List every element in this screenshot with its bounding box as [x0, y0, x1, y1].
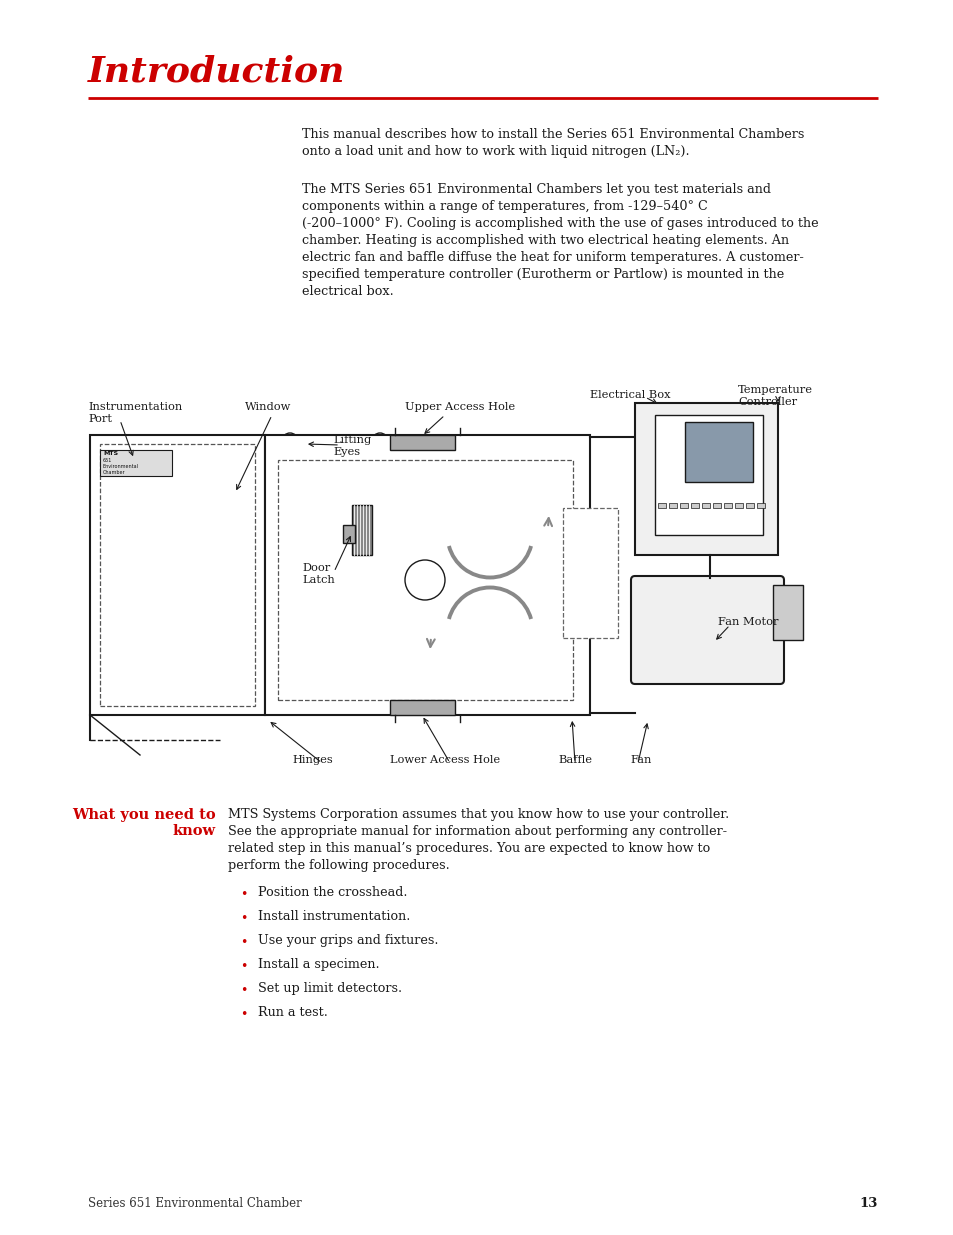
Text: •: •: [240, 936, 247, 948]
Text: MTS: MTS: [103, 451, 118, 456]
Bar: [658, 503, 665, 508]
Text: What you need to: What you need to: [72, 808, 215, 823]
Bar: [635, 403, 778, 555]
Bar: [679, 503, 687, 508]
Text: The MTS Series 651 Environmental Chambers let you test materials and
components : The MTS Series 651 Environmental Chamber…: [302, 183, 818, 298]
Bar: [343, 525, 355, 543]
Text: Fan: Fan: [629, 755, 651, 764]
Text: Instrumentation
Port: Instrumentation Port: [88, 403, 182, 424]
Bar: [772, 585, 802, 640]
Bar: [723, 503, 731, 508]
Bar: [100, 445, 254, 706]
Text: MTS Systems Corporation assumes that you know how to use your controller.
See th: MTS Systems Corporation assumes that you…: [228, 808, 728, 872]
Text: Lifting
Eyes: Lifting Eyes: [333, 435, 371, 457]
Text: Introduction: Introduction: [88, 56, 345, 89]
Bar: [265, 435, 589, 715]
FancyBboxPatch shape: [630, 576, 783, 684]
Text: Temperature
Controller: Temperature Controller: [738, 385, 812, 406]
Text: •: •: [240, 911, 247, 925]
Bar: [562, 508, 618, 638]
Bar: [90, 435, 265, 715]
Text: Run a test.: Run a test.: [257, 1007, 328, 1019]
Bar: [684, 422, 752, 482]
Bar: [701, 503, 709, 508]
Bar: [352, 505, 372, 555]
Text: Use your grips and fixtures.: Use your grips and fixtures.: [257, 934, 438, 947]
Text: Baffle: Baffle: [558, 755, 592, 764]
Bar: [712, 503, 720, 508]
Text: Lower Access Hole: Lower Access Hole: [390, 755, 499, 764]
Text: •: •: [240, 1008, 247, 1021]
Text: •: •: [240, 984, 247, 997]
Bar: [690, 503, 699, 508]
Text: Install a specimen.: Install a specimen.: [257, 958, 379, 971]
Text: know: know: [172, 824, 215, 839]
Bar: [757, 503, 764, 508]
Text: Install instrumentation.: Install instrumentation.: [257, 910, 410, 923]
Text: 651
Environmental
Chamber: 651 Environmental Chamber: [103, 458, 139, 474]
Text: Set up limit detectors.: Set up limit detectors.: [257, 982, 402, 995]
Text: Window: Window: [245, 403, 291, 412]
Circle shape: [405, 559, 444, 600]
Text: Hinges: Hinges: [292, 755, 333, 764]
Text: Series 651 Environmental Chamber: Series 651 Environmental Chamber: [88, 1197, 301, 1210]
Bar: [734, 503, 742, 508]
Text: •: •: [240, 960, 247, 973]
Text: Position the crosshead.: Position the crosshead.: [257, 885, 407, 899]
Text: 13: 13: [859, 1197, 877, 1210]
Text: Upper Access Hole: Upper Access Hole: [405, 403, 515, 412]
Text: •: •: [240, 888, 247, 902]
Text: Electrical Box: Electrical Box: [589, 390, 670, 400]
Bar: [745, 503, 753, 508]
Bar: [390, 435, 455, 450]
Text: Door
Latch: Door Latch: [302, 563, 335, 584]
FancyBboxPatch shape: [115, 505, 213, 615]
Bar: [655, 415, 762, 535]
Bar: [390, 700, 455, 715]
Text: This manual describes how to install the Series 651 Environmental Chambers
onto : This manual describes how to install the…: [302, 128, 803, 158]
Text: Fan Motor: Fan Motor: [718, 618, 778, 627]
Bar: [668, 503, 677, 508]
Bar: [277, 459, 573, 700]
Bar: [100, 450, 172, 475]
